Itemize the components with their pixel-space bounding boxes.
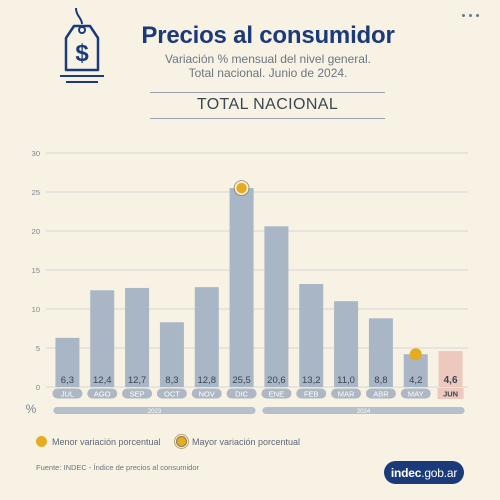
logo-main: indec (390, 465, 422, 480)
min-marker-icon (36, 436, 47, 447)
highlight-tick-background (437, 388, 464, 399)
month-pill (331, 388, 362, 399)
year-label: 2024 (357, 409, 371, 415)
bar-value-label: 6,3 (61, 375, 74, 386)
page-subtitle: Variación % mensual del nivel general. T… (118, 52, 418, 80)
y-tick-label: 30 (32, 149, 40, 158)
bar-value-label: 25,5 (232, 375, 251, 386)
svg-text:$: $ (75, 40, 89, 67)
y-axis-unit: % (26, 402, 37, 416)
bar-value-label: 20,6 (267, 375, 286, 386)
bar-value-label: 8,3 (165, 375, 178, 386)
indec-logo[interactable]: indec .gob.ar (384, 461, 464, 484)
bar (229, 188, 254, 387)
x-tick-label: OCT (164, 390, 180, 399)
more-options-icon[interactable] (462, 14, 479, 17)
bar-value-label: 4,2 (409, 375, 422, 386)
bar-value-label: 4,6 (444, 375, 458, 386)
x-tick-label: SEP (130, 390, 145, 399)
x-tick-label: JUN (443, 390, 458, 399)
bar (368, 318, 393, 387)
y-tick-label: 20 (32, 227, 40, 236)
bar-value-label: 13,2 (302, 375, 321, 386)
bar (55, 337, 80, 387)
month-pill (261, 388, 292, 399)
max-marker-ring (233, 180, 250, 196)
month-pill (87, 388, 118, 399)
bar (438, 351, 463, 387)
bar (264, 226, 289, 387)
subtitle-line-2: Total nacional. Junio de 2024. (188, 66, 348, 80)
x-tick-label: MAR (338, 390, 355, 399)
x-tick-label: MAY (408, 390, 424, 399)
year-band (53, 407, 256, 414)
legend-min-label: Menor variación porcentual (52, 436, 161, 447)
y-tick-label: 0 (36, 383, 40, 392)
month-pill (156, 388, 187, 399)
bar-value-label: 11,0 (337, 375, 355, 386)
month-pill (226, 388, 257, 399)
month-pill (365, 388, 396, 399)
legend-max-label: Mayor variación porcentual (192, 436, 301, 447)
x-tick-label: AGO (94, 390, 111, 399)
month-pill (400, 388, 431, 399)
divider-bottom (150, 118, 385, 119)
section-title: TOTAL NACIONAL (196, 96, 339, 113)
x-tick-label: ABR (373, 390, 389, 399)
legend-max: Mayor variación porcentual (176, 436, 300, 447)
month-pill (191, 388, 222, 399)
y-tick-label: 5 (36, 344, 40, 353)
month-pill (52, 388, 83, 399)
y-tick-label: 25 (32, 188, 40, 197)
bar-value-label: 12,7 (128, 375, 147, 386)
bar-chart: 0 5 10 15 20 25 30% 6,3 12,4 12,7 8,3 12,8 25,5 20,6 1… (26, 149, 468, 416)
x-tick-label: NOV (199, 390, 215, 399)
bar-value-label: 8,8 (374, 375, 387, 386)
bar (159, 322, 184, 387)
bar-value-label: 12,4 (93, 375, 112, 386)
x-tick-label: JUL (61, 390, 74, 399)
subtitle-line-1: Variación % mensual del nivel general. (165, 52, 371, 66)
logo-suffix: .gob.ar (421, 465, 458, 480)
month-pill (296, 388, 327, 399)
y-tick-label: 10 (32, 305, 40, 314)
bar-value-label: 12,8 (198, 375, 217, 386)
bar (125, 287, 150, 387)
x-tick-label: DIC (235, 390, 249, 399)
bar (299, 284, 324, 387)
price-tag-icon: $ (60, 7, 104, 83)
bar (194, 287, 219, 387)
source-note: Fuente: INDEC - Índice de precios al con… (36, 463, 199, 472)
year-label: 2023 (148, 409, 162, 415)
x-tick-label: FEB (304, 390, 319, 399)
legend-min: Menor variación porcentual (36, 436, 161, 447)
month-pill (122, 388, 153, 399)
page-title: Precios al consumidor (141, 22, 395, 49)
year-band (262, 407, 465, 414)
max-marker (234, 181, 249, 195)
x-tick-label: ENE (269, 390, 284, 399)
divider-top (150, 92, 385, 93)
y-tick-label: 15 (32, 266, 40, 275)
min-marker (409, 348, 422, 361)
max-marker-icon (176, 436, 187, 447)
bar (90, 290, 115, 387)
bar (334, 301, 359, 387)
